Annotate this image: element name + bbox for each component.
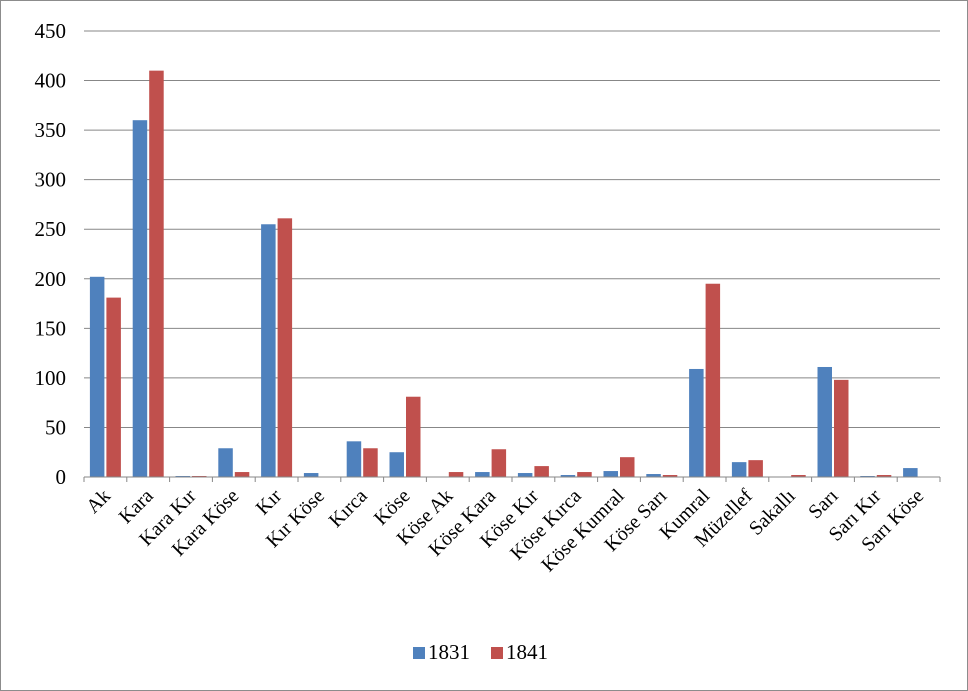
bar-1831 xyxy=(303,473,319,477)
bar-1841 xyxy=(448,472,464,477)
bar-1831 xyxy=(389,452,404,477)
bar-1831 xyxy=(475,472,490,477)
bar-1841 xyxy=(791,475,806,477)
bar-1841 xyxy=(149,70,164,478)
bar-1831 xyxy=(603,471,618,477)
bar-1841 xyxy=(705,283,721,477)
y-tick-label: 150 xyxy=(35,316,67,340)
x-tick-label: Kır xyxy=(252,485,287,520)
y-tick-label: 250 xyxy=(35,217,67,241)
legend-swatch-1831 xyxy=(413,647,425,659)
bar-1841 xyxy=(834,379,849,477)
bar-1841 xyxy=(491,449,507,477)
bar-1831 xyxy=(218,448,233,477)
y-tick-label: 450 xyxy=(35,19,67,43)
x-tick-label: Sakallı xyxy=(745,485,800,540)
bar-1831 xyxy=(817,366,832,477)
bar-1841 xyxy=(534,466,549,477)
y-tick-label: 300 xyxy=(35,168,67,192)
bar-1841 xyxy=(662,475,678,477)
y-axis: 0 50 100 150 200 250 300 350 400 450 xyxy=(35,19,67,489)
bar-1831 xyxy=(261,224,276,477)
bar-1841 xyxy=(406,396,421,477)
bar-1831 xyxy=(132,120,148,477)
bar-1831 xyxy=(346,441,362,477)
legend-swatch-1841 xyxy=(491,647,503,659)
bar-1831 xyxy=(689,368,704,477)
bar-1841 xyxy=(748,460,763,477)
bar-1841 xyxy=(277,218,293,477)
y-tick-label: 0 xyxy=(56,465,67,489)
bars xyxy=(89,70,918,478)
bar-1841 xyxy=(620,457,635,477)
y-tick-label: 350 xyxy=(35,118,67,142)
bar-1831 xyxy=(731,462,747,477)
legend: 1831 1841 xyxy=(413,640,548,664)
bar-1841 xyxy=(577,472,592,477)
y-tick-label: 50 xyxy=(45,415,66,439)
y-tick-label: 100 xyxy=(35,366,67,390)
y-tick-label: 200 xyxy=(35,267,67,291)
bar-1841 xyxy=(363,448,378,477)
legend-label-1841: 1841 xyxy=(506,640,548,664)
bar-1831 xyxy=(89,276,105,477)
bar-1841 xyxy=(234,472,250,477)
x-tick-label: Ak xyxy=(82,485,115,518)
y-tick-label: 400 xyxy=(35,69,67,93)
legend-label-1831: 1831 xyxy=(428,640,470,664)
gridlines xyxy=(84,30,940,478)
bar-1831 xyxy=(646,474,661,477)
bar-1831 xyxy=(517,473,533,477)
x-tick-label: Kırca xyxy=(325,485,372,532)
bar-1841 xyxy=(106,297,121,477)
bar-1831 xyxy=(903,468,918,477)
bar-1841 xyxy=(876,475,892,477)
bar-1831 xyxy=(560,475,576,477)
